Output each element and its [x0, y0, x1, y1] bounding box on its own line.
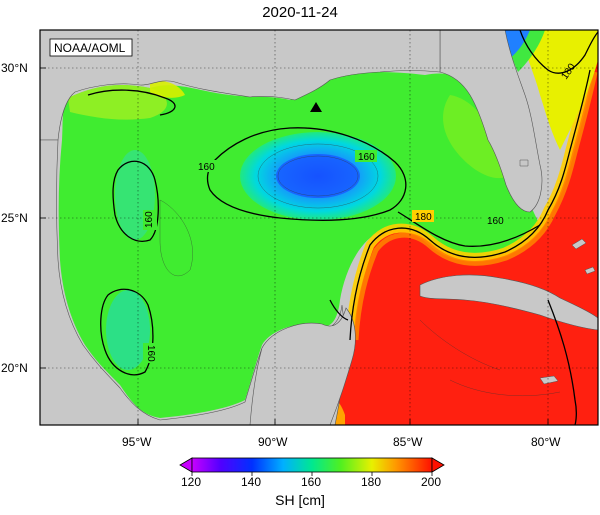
colorbar-min-arrow [179, 457, 193, 473]
colorbar: 120 140 160 180 200 [179, 457, 445, 489]
colorbar-tick: 180 [361, 475, 381, 489]
map-frame [39, 29, 599, 426]
atlantic-yellow [520, 30, 598, 150]
contour-label: 160 [198, 162, 215, 173]
contour-label: 160 [358, 152, 375, 163]
map-title: 2020-11-24 [262, 4, 338, 21]
lat-label: 30°N [1, 61, 28, 75]
colorbar-ramp [191, 457, 433, 473]
lon-label: 90°W [258, 435, 288, 449]
colorbar-tick: 120 [181, 475, 201, 489]
florida [439, 30, 543, 213]
map-body: 160 160 160 160 160 180 180 NOAA/AOML [40, 30, 598, 425]
gulf-water [58, 71, 541, 418]
yucatan [249, 307, 356, 425]
thin-contours [159, 143, 561, 396]
lon-label: 85°W [393, 435, 423, 449]
lat-label: 20°N [1, 361, 28, 375]
contour-label: 160 [144, 211, 155, 228]
colorbar-tick: 160 [301, 475, 321, 489]
colorbar-tick: 200 [421, 475, 441, 489]
lon-label: 95°W [122, 435, 152, 449]
credit-text: NOAA/AOML [54, 41, 126, 55]
main-contours [87, 30, 598, 425]
east-warm-tint [443, 95, 510, 179]
triangle-marker [310, 102, 322, 112]
credit-box: NOAA/AOML [49, 38, 133, 57]
us-gulf-coast [40, 30, 441, 141]
colorbar-max-arrow [431, 457, 445, 473]
caribbean-warm-water [330, 30, 598, 425]
contour-label: 160 [487, 216, 504, 227]
contour-label: 160 [145, 345, 156, 362]
cuba [419, 274, 598, 331]
tick-marks [40, 67, 549, 425]
atlantic-blue [505, 30, 530, 58]
lat-label: 25°N [1, 211, 28, 225]
lon-label: 80°W [531, 435, 561, 449]
colorbar-tick: 140 [241, 475, 261, 489]
nw-yellow-patch [150, 80, 185, 98]
lon-axis-labels: 95°W 90°W 85°W 80°W [122, 435, 561, 449]
colorbar-units: SH [cm] [275, 492, 325, 508]
lat-axis-labels: 30°N 25°N 20°N [1, 61, 28, 375]
contour-label: 180 [415, 212, 432, 223]
